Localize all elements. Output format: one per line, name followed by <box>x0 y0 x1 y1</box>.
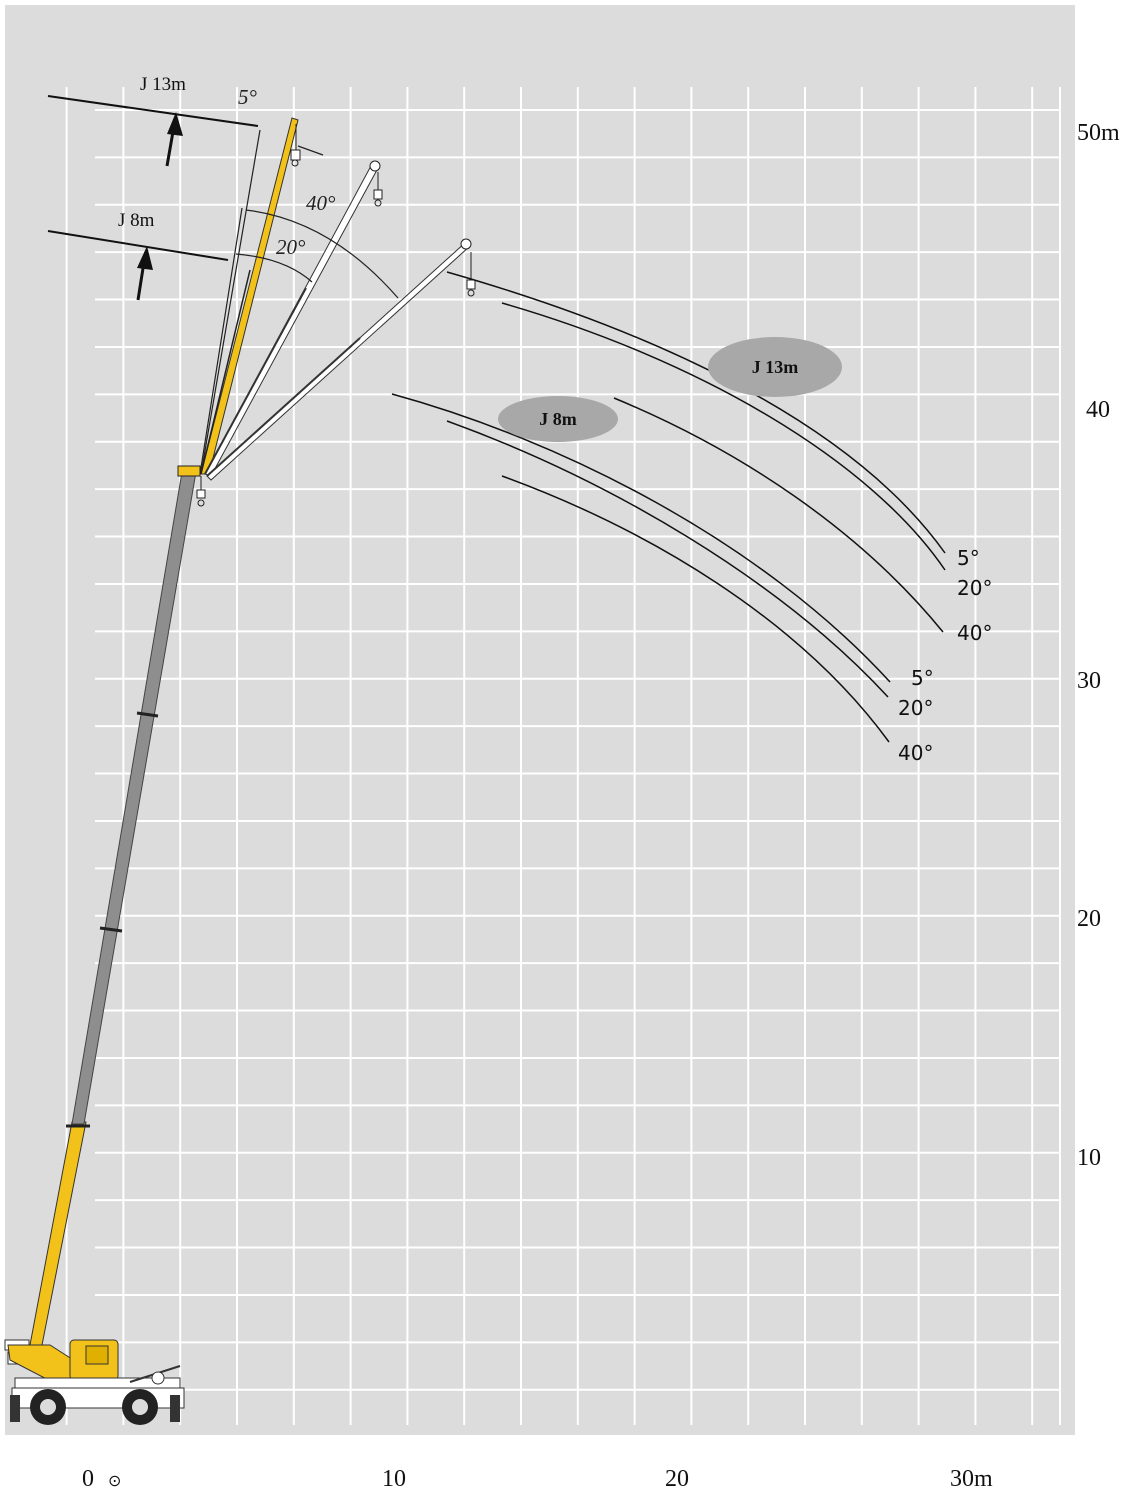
main-boom <box>29 465 201 1346</box>
curve-j13-40 <box>613 397 944 633</box>
curve-j8-20 <box>446 420 889 698</box>
svg-text:J 8m: J 8m <box>539 409 577 429</box>
curve-j8-5 <box>391 393 891 683</box>
origin-marker: ⊙ <box>108 1473 122 1490</box>
curve-label-j8-5: 5° <box>911 666 934 690</box>
curve-j8-40 <box>501 475 890 743</box>
j13-pointer-label: J 13m <box>140 74 186 95</box>
y-tick-40: 40 <box>1086 397 1110 423</box>
x-tick-10: 10 <box>382 1466 406 1492</box>
j13-badge: J 13m <box>708 337 842 397</box>
x-tick-30: 30m <box>950 1466 993 1492</box>
offset-label-20: 20° <box>276 235 306 259</box>
x-tick-20: 20 <box>665 1466 689 1492</box>
crane-truck-icon <box>4 1339 185 1425</box>
offset-label-40: 40° <box>306 191 336 215</box>
curve-label-j13-5: 5° <box>957 546 980 570</box>
j13-pointer: J 13m <box>47 74 259 167</box>
up-arrow-icon-head <box>137 246 153 270</box>
chart-background <box>5 5 1075 1435</box>
hook-block-icon <box>196 476 206 507</box>
curve-j13-20 <box>501 302 946 571</box>
j8-badge: J 8m <box>498 396 618 442</box>
jib-20deg <box>206 238 476 481</box>
j8-pointer-label: J 8m <box>118 210 155 231</box>
svg-text:J 13m: J 13m <box>752 357 799 377</box>
y-tick-20: 20 <box>1077 906 1101 932</box>
curve-label-j13-20: 20° <box>957 576 992 600</box>
curve-label-j13-40: 40° <box>957 621 992 645</box>
y-tick-10: 10 <box>1077 1145 1101 1171</box>
up-arrow-icon-head <box>167 112 183 136</box>
offset-angle-arcs <box>199 145 399 475</box>
j8-pointer: J 8m <box>47 210 229 301</box>
hook-block-icon <box>373 189 383 200</box>
y-tick-30: 30 <box>1077 668 1101 694</box>
curve-label-j8-40: 40° <box>898 741 933 765</box>
offset-label-5: 5° <box>238 85 258 109</box>
curve-label-j8-20: 20° <box>898 696 933 720</box>
boom-head <box>177 465 201 477</box>
grid <box>65 87 1061 1425</box>
x-tick-0: 0 ⊙ <box>82 1466 122 1492</box>
hook-block-icon <box>466 279 476 290</box>
y-tick-50: 50m <box>1077 120 1120 146</box>
hook-block-icon <box>290 149 301 161</box>
